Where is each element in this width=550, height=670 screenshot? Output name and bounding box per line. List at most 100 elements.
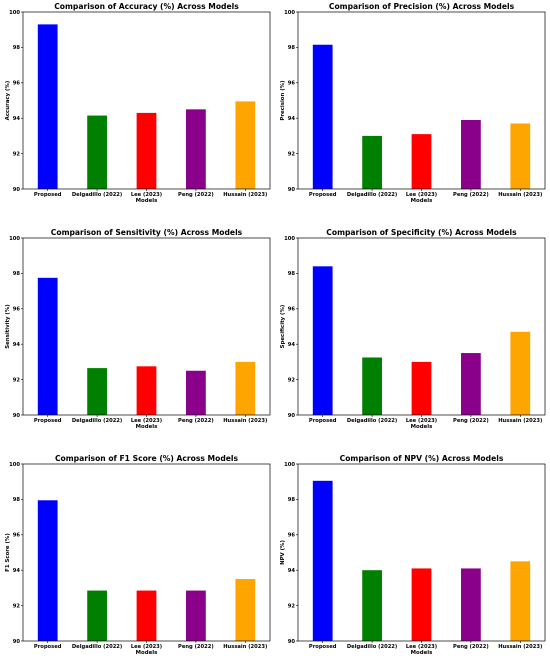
chart-panel-3: Comparison of Sensitivity (%) Across Mod…	[0, 226, 275, 444]
y-tick-label: 100	[284, 462, 295, 468]
y-tick-label: 98	[13, 271, 21, 277]
x-tick-label: Lee (2023)	[131, 418, 162, 424]
x-axis-label: Models	[136, 198, 158, 204]
y-tick-label: 100	[9, 236, 20, 242]
chart-title: Comparison of F1 Score (%) Across Models	[55, 454, 239, 463]
bar-hussain-2023	[235, 361, 256, 415]
x-tick-label: Hussain (2023)	[498, 192, 542, 198]
bar-peng-2022	[461, 568, 481, 641]
y-tick-label: 94	[13, 116, 21, 122]
x-tick-label: Peng (2022)	[178, 418, 214, 424]
x-tick-label: Proposed	[309, 192, 337, 198]
bar-proposed	[37, 500, 58, 641]
x-tick-label: Delgadillo (2022)	[72, 418, 122, 424]
y-tick-label: 90	[13, 639, 21, 645]
chart-panel-6: Comparison of NPV (%) Across Models 90 92 9…	[275, 452, 550, 670]
y-tick-label: 90	[13, 413, 21, 419]
chart-panel-5: Comparison of F1 Score (%) Across Models…	[0, 452, 275, 670]
x-tick-label: Delgadillo (2022)	[347, 192, 397, 198]
chart-title: Comparison of Sensitivity (%) Across Mod…	[51, 228, 243, 237]
x-tick-label: Proposed	[309, 418, 337, 424]
y-tick-label: 96	[13, 81, 21, 87]
bar-lee-2023	[411, 568, 432, 641]
x-tick-label: Hussain (2023)	[223, 418, 267, 424]
x-tick-label: Peng (2022)	[453, 192, 489, 198]
bar-hussain-2023	[235, 579, 256, 641]
y-tick-label: 94	[288, 568, 296, 574]
chart-svg: Comparison of Precision (%) Across Model…	[280, 2, 546, 204]
chart-svg: Comparison of Sensitivity (%) Across Mod…	[5, 228, 271, 430]
y-tick-label: 94	[13, 342, 21, 348]
y-tick-label: 92	[288, 377, 296, 383]
x-tick-label: Delgadillo (2022)	[72, 192, 122, 198]
x-axis-label: Models	[411, 650, 433, 656]
y-axis-label: NPV (%)	[280, 540, 286, 565]
x-tick-label: Peng (2022)	[178, 644, 214, 650]
x-tick-label: Hussain (2023)	[498, 644, 542, 650]
x-tick-label: Delgadillo (2022)	[347, 644, 397, 650]
chart-svg: Comparison of Accuracy (%) Across Models…	[5, 2, 271, 204]
x-tick-label: Proposed	[34, 644, 62, 650]
x-tick-label: Hussain (2023)	[223, 644, 267, 650]
y-tick-label: 100	[284, 10, 295, 16]
chart-svg: Comparison of F1 Score (%) Across Models…	[5, 454, 271, 656]
y-tick-label: 94	[288, 342, 296, 348]
bar-proposed	[37, 277, 58, 415]
bar-peng-2022	[186, 370, 206, 415]
x-axis-label: Models	[411, 424, 433, 430]
bar-delgadillo-2022	[362, 570, 382, 641]
y-tick-label: 100	[9, 462, 20, 468]
y-tick-label: 96	[13, 533, 21, 539]
x-tick-label: Delgadillo (2022)	[347, 418, 397, 424]
chart-panel-2: Comparison of Precision (%) Across Model…	[275, 0, 550, 218]
bar-lee-2023	[136, 590, 157, 641]
y-tick-label: 90	[288, 413, 296, 419]
bar-lee-2023	[411, 134, 432, 189]
y-tick-label: 100	[9, 10, 20, 16]
x-tick-label: Lee (2023)	[406, 418, 437, 424]
x-tick-label: Hussain (2023)	[223, 192, 267, 198]
x-tick-label: Lee (2023)	[406, 192, 437, 198]
chart-title: Comparison of Accuracy (%) Across Models	[54, 2, 239, 11]
bar-delgadillo-2022	[87, 115, 107, 189]
y-tick-label: 92	[13, 603, 21, 609]
x-tick-label: Lee (2023)	[131, 192, 162, 198]
x-tick-label: Proposed	[34, 418, 62, 424]
y-tick-label: 90	[288, 639, 296, 645]
chart-title: Comparison of Specificity (%) Across Mod…	[326, 228, 517, 237]
y-tick-label: 98	[288, 45, 296, 51]
bar-proposed	[312, 266, 333, 415]
x-tick-label: Peng (2022)	[453, 644, 489, 650]
bar-proposed	[37, 24, 58, 189]
y-tick-label: 96	[13, 307, 21, 313]
y-tick-label: 96	[288, 307, 296, 313]
x-axis-label: Models	[136, 424, 158, 430]
bar-proposed	[312, 44, 333, 190]
y-tick-label: 98	[288, 271, 296, 277]
chart-title: Comparison of Precision (%) Across Model…	[329, 2, 515, 11]
bar-lee-2023	[411, 361, 432, 415]
bar-hussain-2023	[510, 331, 531, 415]
y-tick-label: 96	[288, 533, 296, 539]
y-tick-label: 98	[13, 497, 21, 503]
bar-peng-2022	[461, 119, 481, 189]
x-axis-label: Models	[411, 198, 433, 204]
bar-peng-2022	[461, 353, 481, 415]
y-axis-label: Precision (%)	[280, 80, 286, 120]
x-tick-label: Proposed	[309, 644, 337, 650]
chart-panel-1: Comparison of Accuracy (%) Across Models…	[0, 0, 275, 218]
chart-grid: Comparison of Accuracy (%) Across Models…	[0, 0, 550, 656]
y-axis-label: Sensitivity (%)	[5, 304, 11, 349]
x-tick-label: Hussain (2023)	[498, 418, 542, 424]
y-tick-label: 92	[13, 151, 21, 157]
y-tick-label: 90	[288, 187, 296, 193]
chart-svg: Comparison of Specificity (%) Across Mod…	[280, 228, 546, 430]
x-tick-label: Lee (2023)	[406, 644, 437, 650]
bar-hussain-2023	[235, 101, 256, 189]
y-tick-label: 98	[288, 497, 296, 503]
y-axis-label: Specificity (%)	[280, 305, 286, 349]
x-tick-label: Lee (2023)	[131, 644, 162, 650]
bar-delgadillo-2022	[362, 357, 382, 415]
bar-peng-2022	[186, 109, 206, 189]
y-tick-label: 96	[288, 81, 296, 87]
